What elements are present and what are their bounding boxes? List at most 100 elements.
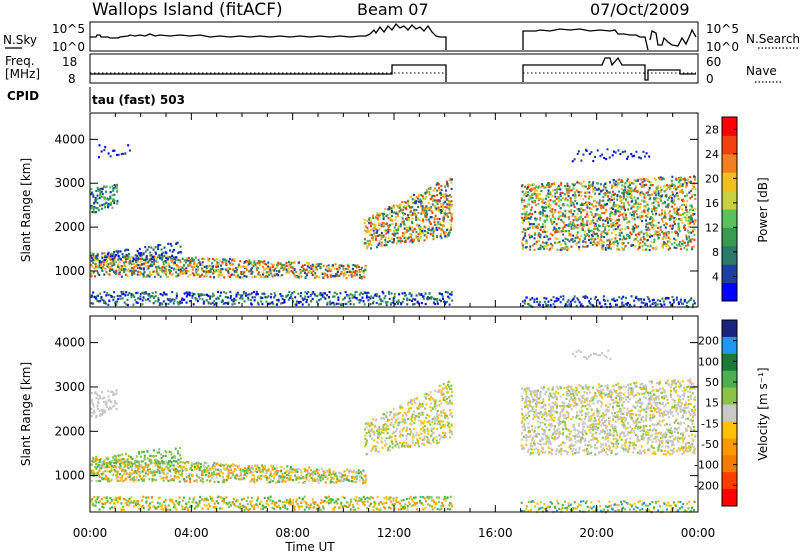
echo-cell (625, 214, 627, 216)
echo-cell (655, 194, 657, 196)
echo-cell (94, 267, 96, 269)
echo-cell (670, 218, 672, 220)
echo-cell (112, 207, 114, 209)
echo-cell (137, 470, 139, 472)
echo-cell (530, 216, 532, 218)
echo-cell (669, 210, 671, 212)
echo-cell (553, 296, 555, 298)
echo-cell (643, 238, 645, 240)
echo-cell (166, 265, 168, 267)
echo-cell (389, 212, 391, 214)
echo-cell (661, 209, 663, 211)
echo-cell (254, 465, 256, 467)
echo-cell (222, 472, 224, 474)
echo-cell (355, 297, 357, 299)
echo-cell (663, 185, 665, 187)
echo-cell (159, 244, 161, 246)
echo-cell (621, 232, 623, 234)
echo-cell (203, 469, 205, 471)
echo-cell (188, 270, 190, 272)
echo-cell (230, 477, 232, 479)
echo-cell (663, 232, 665, 234)
echo-cell (287, 474, 289, 476)
echo-cell (258, 271, 260, 273)
echo-cell (115, 466, 117, 468)
echo-cell (583, 181, 585, 183)
echo-cell (124, 268, 126, 270)
echo-cell (238, 302, 240, 304)
echo-cell (609, 181, 611, 183)
echo-cell (361, 297, 363, 299)
echo-cell (210, 303, 212, 305)
echo-cell (288, 267, 290, 269)
echo-cell (588, 235, 590, 237)
echo-cell (158, 254, 160, 256)
echo-cell (177, 265, 179, 267)
echo-cell (633, 155, 635, 157)
echo-cell (692, 221, 694, 223)
echo-cell (293, 272, 295, 274)
echo-cell (694, 221, 696, 223)
echo-cell (449, 212, 451, 214)
echo-cell (318, 482, 320, 484)
echo-cell (562, 212, 564, 214)
echo-cell (559, 188, 561, 190)
echo-cell (297, 293, 299, 295)
echo-cell (112, 190, 114, 192)
echo-cell (546, 231, 548, 233)
echo-cell (647, 296, 649, 298)
echo-cell (529, 223, 531, 225)
echo-cell (314, 293, 316, 295)
echo-cell (586, 150, 588, 152)
echo-cell (424, 239, 426, 241)
echo-cell (431, 212, 433, 214)
echo-cell (546, 186, 548, 188)
echo-cell (537, 196, 539, 198)
echo-cell (596, 227, 598, 229)
echo-cell (273, 269, 275, 271)
echo-cell (655, 200, 657, 202)
echo-cell (624, 228, 626, 230)
echo-cell (238, 465, 240, 467)
echo-cell (440, 206, 442, 208)
echo-cell (655, 225, 657, 227)
echo-cell (425, 226, 427, 228)
echo-cell (199, 264, 201, 266)
echo-cell (602, 189, 604, 191)
echo-cell (364, 238, 366, 240)
echo-cell (143, 267, 145, 269)
echo-cell (229, 268, 231, 270)
echo-cell (521, 242, 523, 244)
echo-cell (576, 202, 578, 204)
echo-cell (353, 303, 355, 305)
echo-cell (629, 193, 631, 195)
echo-cell (651, 194, 653, 196)
echo-cell (440, 224, 442, 226)
echo-cell (286, 465, 288, 467)
echo-cell (245, 475, 247, 477)
echo-cell (108, 266, 110, 268)
echo-cell (147, 466, 149, 468)
echo-cell (166, 293, 168, 295)
echo-cell (417, 239, 419, 241)
echo-cell (383, 297, 385, 299)
echo-cell (678, 208, 680, 210)
echo-cell (634, 218, 636, 220)
echo-cell (426, 297, 428, 299)
echo-cell (185, 461, 187, 463)
echo-cell (99, 195, 101, 197)
echo-cell (364, 276, 366, 278)
echo-cell (412, 198, 414, 200)
echo-cell (191, 266, 193, 268)
echo-cell (356, 274, 358, 276)
echo-cell (90, 252, 92, 254)
echo-cell (320, 292, 322, 294)
echo-cell (689, 205, 691, 207)
echo-cell (440, 300, 442, 302)
echo-cell (571, 299, 573, 301)
echo-cell (636, 213, 638, 215)
echo-cell (269, 267, 271, 269)
echo-cell (526, 211, 528, 213)
echo-cell (588, 195, 590, 197)
